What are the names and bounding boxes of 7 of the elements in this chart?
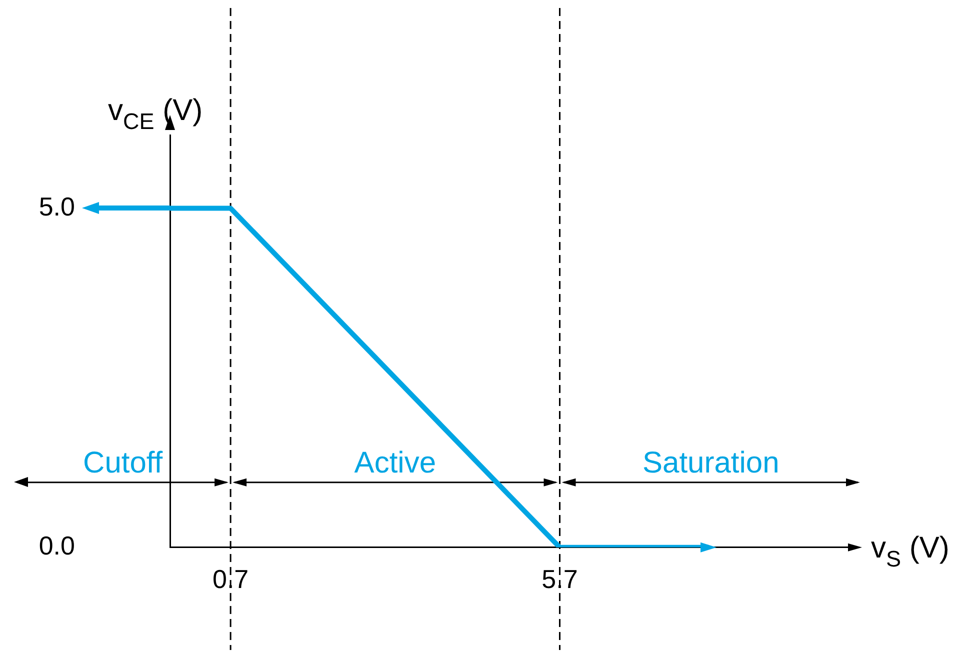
x-tick-label: 0.7: [212, 564, 249, 594]
x-tick-label: 5.7: [542, 564, 578, 594]
annotation: Saturation: [642, 446, 780, 480]
text: Cutoff: [83, 446, 164, 480]
y-tick-label: 0.0: [38, 530, 75, 561]
y-tick-label: 5.0: [38, 191, 75, 222]
annotation: Active: [354, 446, 436, 480]
